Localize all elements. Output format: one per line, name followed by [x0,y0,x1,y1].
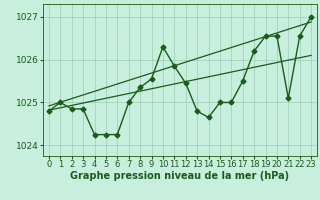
X-axis label: Graphe pression niveau de la mer (hPa): Graphe pression niveau de la mer (hPa) [70,171,290,181]
